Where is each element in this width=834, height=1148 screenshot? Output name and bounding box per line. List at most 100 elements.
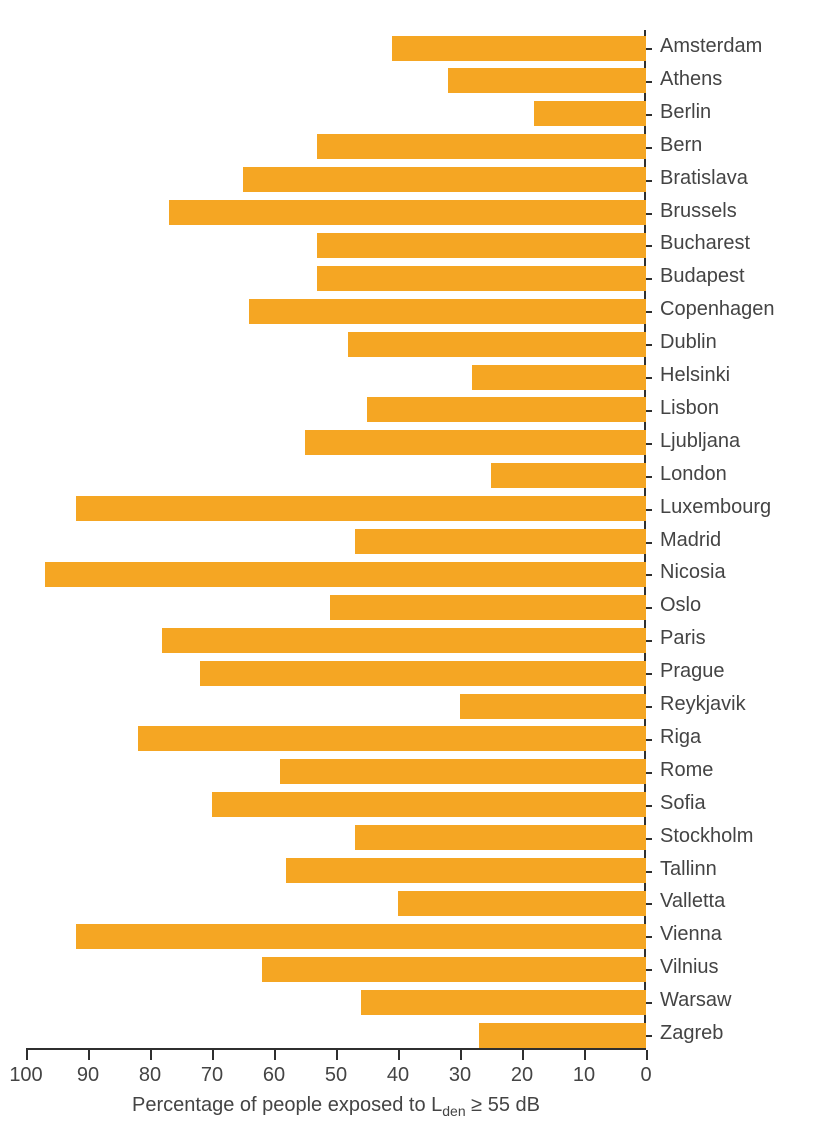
category-tick bbox=[646, 640, 652, 642]
category-tick bbox=[646, 410, 652, 412]
category-tick bbox=[646, 1002, 652, 1004]
x-tick bbox=[522, 1050, 524, 1060]
x-tick bbox=[460, 1050, 462, 1060]
category-tick bbox=[646, 443, 652, 445]
category-label: Stockholm bbox=[660, 825, 753, 848]
x-title-part1: Percentage of people exposed to L bbox=[132, 1094, 442, 1116]
x-tick-label: 100 bbox=[9, 1064, 42, 1087]
category-tick bbox=[646, 673, 652, 675]
category-tick bbox=[646, 739, 652, 741]
category-label: Amsterdam bbox=[660, 35, 762, 58]
category-label: Lisbon bbox=[660, 397, 719, 420]
x-tick-label: 90 bbox=[77, 1064, 99, 1087]
bar bbox=[76, 924, 646, 949]
x-title-part2: ≥ 55 dB bbox=[466, 1094, 540, 1116]
x-tick bbox=[336, 1050, 338, 1060]
category-label: Ljubljana bbox=[660, 430, 740, 453]
bar bbox=[392, 36, 646, 61]
bar bbox=[355, 529, 646, 554]
category-tick bbox=[646, 278, 652, 280]
category-tick bbox=[646, 48, 652, 50]
category-label: Madrid bbox=[660, 529, 721, 552]
category-tick bbox=[646, 180, 652, 182]
category-tick bbox=[646, 838, 652, 840]
x-tick-label: 30 bbox=[449, 1064, 471, 1087]
category-tick bbox=[646, 344, 652, 346]
x-tick-label: 0 bbox=[640, 1064, 651, 1087]
category-tick bbox=[646, 147, 652, 149]
x-tick-label: 40 bbox=[387, 1064, 409, 1087]
bar bbox=[460, 694, 646, 719]
category-label: Sofia bbox=[660, 792, 706, 815]
bar bbox=[138, 726, 646, 751]
bar bbox=[367, 397, 646, 422]
x-tick-label: 20 bbox=[511, 1064, 533, 1087]
category-label: Berlin bbox=[660, 101, 711, 124]
category-tick bbox=[646, 607, 652, 609]
category-label: Reykjavik bbox=[660, 693, 746, 716]
category-label: Luxembourg bbox=[660, 496, 771, 519]
category-tick bbox=[646, 81, 652, 83]
x-tick bbox=[274, 1050, 276, 1060]
category-tick bbox=[646, 509, 652, 511]
bar bbox=[243, 167, 646, 192]
category-label: Prague bbox=[660, 660, 725, 683]
x-tick-label: 60 bbox=[263, 1064, 285, 1087]
category-label: Copenhagen bbox=[660, 298, 775, 321]
category-tick bbox=[646, 476, 652, 478]
bar bbox=[361, 990, 646, 1015]
bar bbox=[534, 101, 646, 126]
bar bbox=[491, 463, 646, 488]
bar bbox=[317, 233, 646, 258]
x-tick-label: 10 bbox=[573, 1064, 595, 1087]
category-label: Bucharest bbox=[660, 232, 750, 255]
bar bbox=[305, 430, 646, 455]
bar bbox=[348, 332, 646, 357]
bar bbox=[212, 792, 646, 817]
category-tick bbox=[646, 772, 652, 774]
bar bbox=[169, 200, 646, 225]
category-label: Budapest bbox=[660, 265, 745, 288]
bar bbox=[398, 891, 646, 916]
category-label: Brussels bbox=[660, 200, 737, 223]
bar bbox=[249, 299, 646, 324]
category-label: Helsinki bbox=[660, 364, 730, 387]
bar bbox=[317, 266, 646, 291]
category-label: Athens bbox=[660, 68, 722, 91]
bar bbox=[317, 134, 646, 159]
x-tick-label: 70 bbox=[201, 1064, 223, 1087]
x-tick bbox=[584, 1050, 586, 1060]
x-tick bbox=[26, 1050, 28, 1060]
category-tick bbox=[646, 377, 652, 379]
bar bbox=[162, 628, 646, 653]
x-tick-label: 50 bbox=[325, 1064, 347, 1087]
category-label: London bbox=[660, 463, 727, 486]
bar bbox=[330, 595, 646, 620]
x-tick bbox=[398, 1050, 400, 1060]
category-tick bbox=[646, 542, 652, 544]
category-label: Zagreb bbox=[660, 1022, 723, 1045]
bar bbox=[280, 759, 646, 784]
bar bbox=[76, 496, 646, 521]
category-tick bbox=[646, 706, 652, 708]
category-tick bbox=[646, 245, 652, 247]
category-label: Bern bbox=[660, 134, 702, 157]
x-tick-label: 80 bbox=[139, 1064, 161, 1087]
category-tick bbox=[646, 969, 652, 971]
category-tick bbox=[646, 114, 652, 116]
noise-exposure-bar-chart: Amsterdam Athens Berlin Bern Bratislava Bruss… bbox=[0, 0, 834, 1148]
category-tick bbox=[646, 871, 652, 873]
x-tick bbox=[150, 1050, 152, 1060]
x-tick bbox=[88, 1050, 90, 1060]
category-tick bbox=[646, 805, 652, 807]
category-label: Dublin bbox=[660, 331, 717, 354]
category-label: Valletta bbox=[660, 890, 725, 913]
category-tick bbox=[646, 1035, 652, 1037]
category-label: Warsaw bbox=[660, 989, 731, 1012]
category-label: Bratislava bbox=[660, 167, 748, 190]
bar bbox=[479, 1023, 646, 1048]
category-label: Oslo bbox=[660, 594, 701, 617]
bar bbox=[355, 825, 646, 850]
bar bbox=[200, 661, 646, 686]
category-label: Tallinn bbox=[660, 858, 717, 881]
